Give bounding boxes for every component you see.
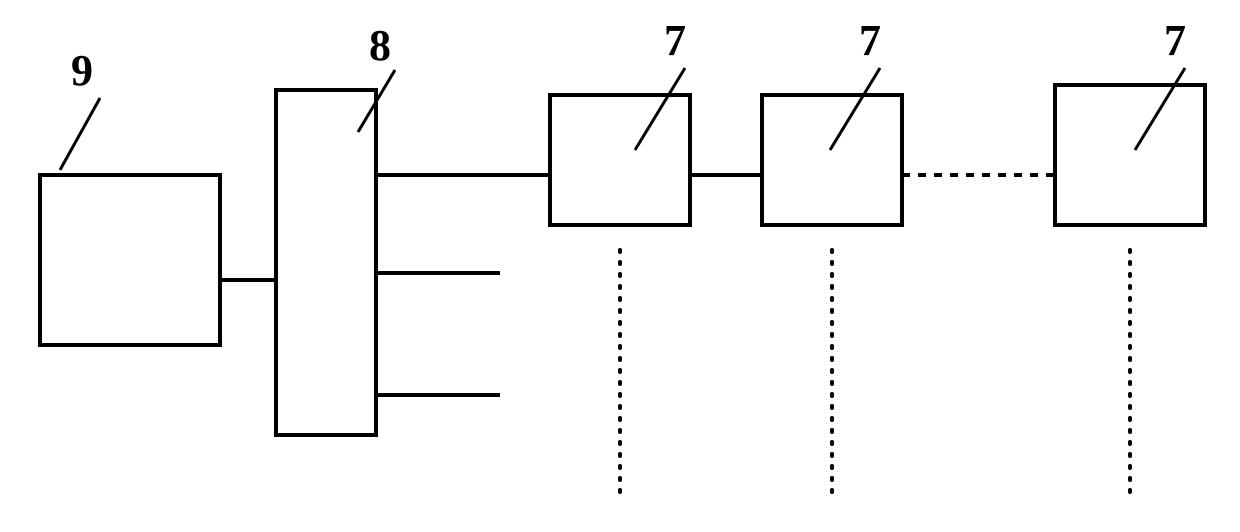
- block-7-2: [762, 95, 902, 225]
- label-7-2: 7: [859, 16, 881, 65]
- label-9: 9: [71, 46, 93, 95]
- block-9: [40, 175, 220, 345]
- label-8: 8: [369, 21, 391, 70]
- leader-line-9: [60, 98, 100, 170]
- label-7-n: 7: [1164, 16, 1186, 65]
- label-7-1: 7: [664, 16, 686, 65]
- block-7-1: [550, 95, 690, 225]
- block-7-n: [1055, 85, 1205, 225]
- diagram-canvas: 9 8 7 7 7: [0, 0, 1240, 532]
- block-8: [276, 90, 376, 435]
